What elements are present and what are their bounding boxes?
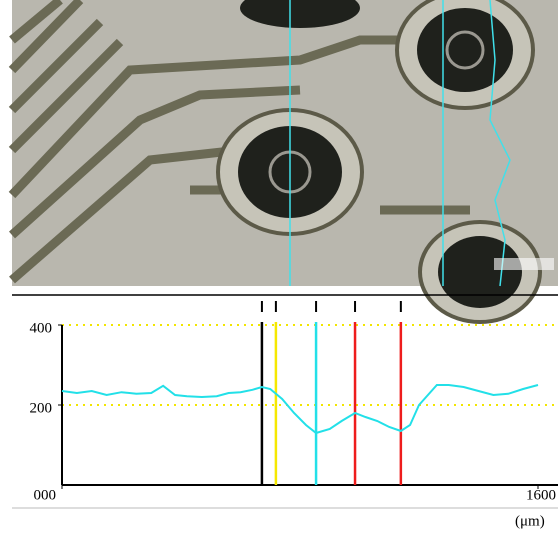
x-tick-label: 000 <box>34 487 57 503</box>
x-tick-label: 1600 <box>526 487 556 503</box>
y-tick-label: 200 <box>30 400 53 416</box>
y-tick-label: 400 <box>30 320 53 336</box>
microscope-image <box>8 0 558 324</box>
profile-line <box>61 384 539 435</box>
x-unit: (μm) <box>515 513 545 529</box>
